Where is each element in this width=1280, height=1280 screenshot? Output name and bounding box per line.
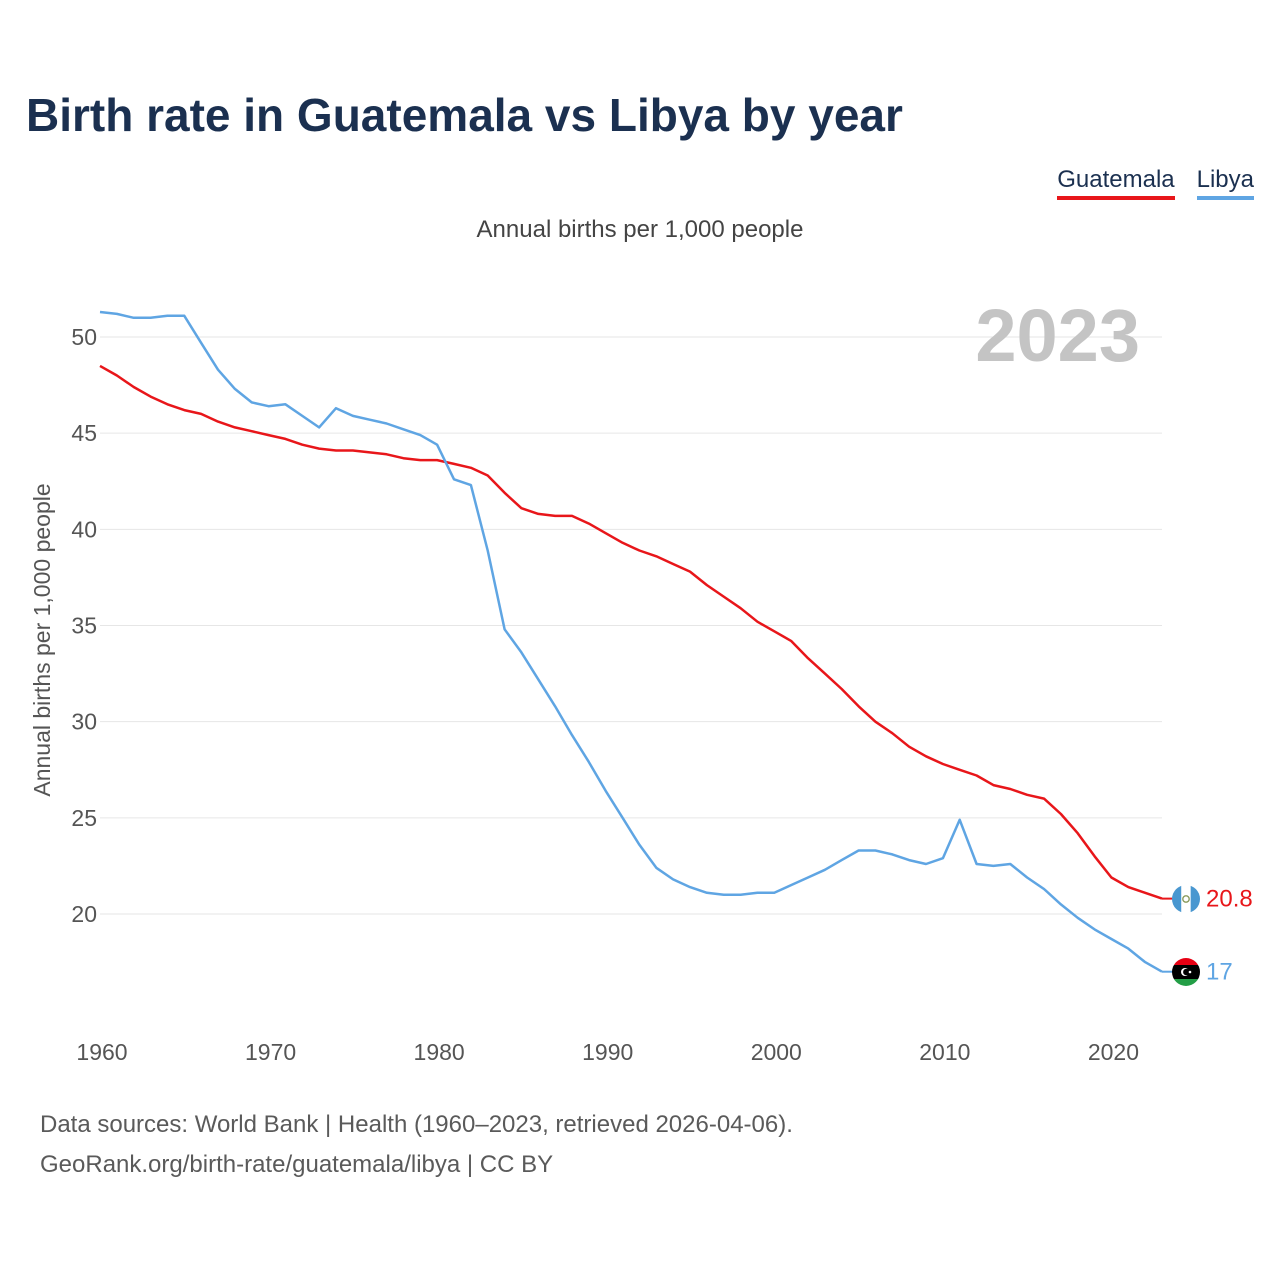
- guatemala-flag-icon: [1172, 884, 1200, 913]
- y-tick-label: 35: [71, 613, 97, 639]
- y-tick-label: 50: [71, 324, 97, 350]
- y-tick-label: 30: [71, 709, 97, 735]
- libya-flag-icon: [1172, 957, 1200, 986]
- y-tick-label: 25: [71, 805, 97, 831]
- y-tick-label: 20: [71, 901, 97, 927]
- end-label-libya: 17: [1206, 959, 1233, 986]
- series-line-libya: [99, 310, 1163, 973]
- x-tick-label: 1960: [76, 1039, 127, 1065]
- year-badge: 2023: [975, 294, 1140, 377]
- end-label-guatemala: 20.8: [1206, 886, 1253, 913]
- legend: Guatemala Libya: [1057, 166, 1254, 200]
- line-chart: 20 25 30 35 40 45 50 1960 1970 1980 1990 2000 2010 20…: [29, 294, 1253, 1065]
- attribution-text: GeoRank.org/birth-rate/guatemala/libya |…: [40, 1151, 554, 1178]
- x-tick-label: 2020: [1088, 1039, 1139, 1065]
- y-axis-label: Annual births per 1,000 people: [29, 483, 55, 796]
- x-tick-label: 1980: [414, 1039, 465, 1065]
- chart-subtitle: Annual births per 1,000 people: [476, 216, 804, 243]
- data-source-text: Data sources: World Bank | Health (1960–…: [40, 1111, 793, 1138]
- x-tick-label: 1990: [582, 1039, 633, 1065]
- y-tick-label: 40: [71, 516, 97, 542]
- legend-item-libya[interactable]: Libya: [1196, 166, 1254, 200]
- chart-title: Birth rate in Guatemala vs Libya by year: [26, 89, 903, 141]
- legend-item-guatemala[interactable]: Guatemala: [1057, 166, 1175, 200]
- x-tick-label: 2000: [751, 1039, 802, 1065]
- footer: Data sources: World Bank | Health (1960–…: [40, 1105, 793, 1185]
- y-tick-label: 45: [71, 420, 97, 446]
- x-tick-label: 1970: [245, 1039, 296, 1065]
- x-tick-label: 2010: [919, 1039, 970, 1065]
- series-line-guatemala: [99, 364, 1163, 900]
